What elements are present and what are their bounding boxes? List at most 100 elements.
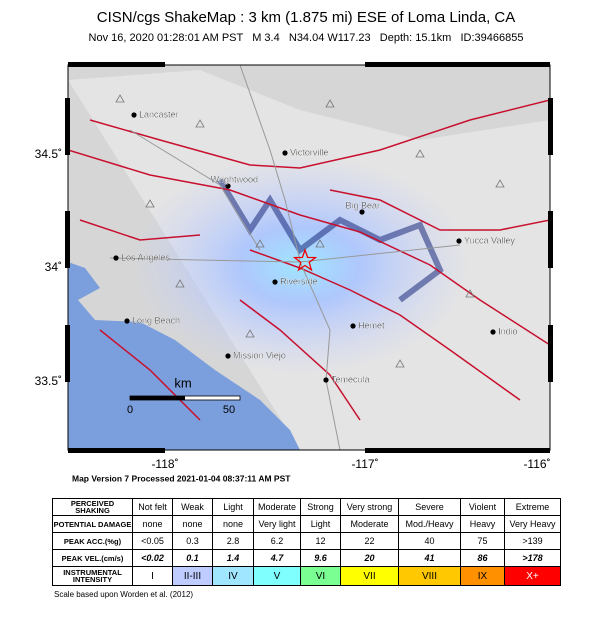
legend-cell: 75 <box>460 532 505 550</box>
city-label: Hemet <box>358 320 385 330</box>
legend-cell: >139 <box>504 532 561 550</box>
legend-cell: IX <box>460 566 505 586</box>
legend-cell: none <box>212 515 254 533</box>
legend-cell: Light <box>300 515 341 533</box>
city-dot <box>131 112 137 118</box>
legend-cell: 6.2 <box>253 532 301 550</box>
legend-cell: 22 <box>340 532 399 550</box>
lon-tick-bar <box>68 448 165 453</box>
map: Lancaster Victorville Wrightwood Big Bear Yu… <box>68 65 550 450</box>
legend-cell: 2.8 <box>212 532 254 550</box>
lon-label: -116˚ <box>523 457 550 471</box>
city-label: Wrightwood <box>211 174 258 184</box>
lon-tick-bar <box>365 62 550 67</box>
city-label: Big Bear <box>345 200 380 210</box>
legend-cell: Very light <box>253 515 301 533</box>
legend-cell: Weak <box>172 498 213 516</box>
intensity-legend: PERCEIVED SHAKING Not felt Weak Light Modera… <box>52 498 561 586</box>
legend-cell: X+ <box>504 566 561 586</box>
legend-cell: none <box>172 515 213 533</box>
city-dot <box>350 323 356 329</box>
legend-cell: Moderate <box>340 515 399 533</box>
row-header: POTENTIAL DAMAGE <box>52 515 133 533</box>
scale-tick: 50 <box>223 404 235 416</box>
city-label: Los Angeles <box>121 252 171 262</box>
legend-cell: V <box>253 566 301 586</box>
city-dot <box>359 209 365 215</box>
scale-unit: km <box>174 375 191 390</box>
city-dot <box>272 279 278 285</box>
city-label: Temecula <box>331 374 370 384</box>
row-header: INSTRUMENTAL INTENSITY <box>52 566 133 586</box>
city-dot <box>124 318 130 324</box>
legend-cell: <0.05 <box>132 532 173 550</box>
row-header: PERCEIVED SHAKING <box>52 498 133 516</box>
city-dot <box>225 353 231 359</box>
legend-row: PEAK VEL.(cm/s) <0.02 0.1 1.4 4.7 9.6 20 41 86 >1… <box>52 549 561 567</box>
legend-cell: 4.7 <box>253 549 301 567</box>
legend-cell: VII <box>340 566 399 586</box>
city-dot <box>456 238 462 244</box>
city-label: Lancaster <box>139 109 179 119</box>
relief-shadow <box>217 178 444 303</box>
legend-cell: Light <box>212 498 254 516</box>
lat-tick-bar <box>65 98 70 155</box>
cities: Lancaster Victorville Wrightwood Big Bear Yu… <box>113 109 518 385</box>
legend-cell: <0.02 <box>132 549 173 567</box>
city-dot <box>113 255 119 261</box>
legend-cell: I <box>132 566 173 586</box>
axes: 34.5˚ 34˚ 33.5˚ -118˚ -117˚ -116˚ <box>35 62 553 471</box>
roads <box>109 65 461 450</box>
legend-cell: Very strong <box>340 498 399 516</box>
scale-tick: 0 <box>127 404 133 416</box>
ocean <box>68 262 300 450</box>
lat-tick-bar <box>548 211 553 268</box>
footnote: Scale based upon Worden et al. (2012) <box>54 590 194 599</box>
scale-bar-segment <box>130 396 185 400</box>
legend-cell: VIII <box>398 566 461 586</box>
lat-tick-bar <box>65 325 70 382</box>
legend-cell: VI <box>300 566 341 586</box>
faults <box>68 99 550 421</box>
city-dot <box>225 183 231 189</box>
legend-cell: 86 <box>460 549 505 567</box>
legend-cell: Extreme <box>504 498 561 516</box>
lat-label: 34˚ <box>45 260 62 274</box>
legend-cell: Very Heavy <box>504 515 561 533</box>
title: CISN/cgs ShakeMap : 3 km (1.875 mi) ESE … <box>97 9 516 26</box>
lon-tick-bar <box>365 448 550 453</box>
legend-cell: 20 <box>340 549 399 567</box>
legend-cell: Moderate <box>253 498 301 516</box>
city-label: Yucca Valley <box>464 235 515 245</box>
legend-cell: II-III <box>172 566 213 586</box>
map-figure: CISN/cgs ShakeMap : 3 km (1.875 mi) ESE … <box>35 9 553 483</box>
epicenter <box>292 248 318 272</box>
subtitle: Nov 16, 2020 01:28:01 AM PST M 3.4 N34.0… <box>89 32 524 44</box>
legend-cell: Strong <box>300 498 341 516</box>
lat-label: 33.5˚ <box>35 374 62 388</box>
legend-cell: Heavy <box>460 515 505 533</box>
row-header: PEAK ACC.(%g) <box>52 532 133 550</box>
legend-row: PEAK ACC.(%g) <0.05 0.3 2.8 6.2 12 22 40 75 >139 <box>52 532 561 550</box>
legend-cell: 1.4 <box>212 549 254 567</box>
stations <box>115 94 505 368</box>
legend-cell: Mod./Heavy <box>398 515 461 533</box>
legend-row: POTENTIAL DAMAGE none none none Very light Li… <box>52 515 561 533</box>
legend-cell: 41 <box>398 549 461 567</box>
lat-tick-bar <box>65 211 70 268</box>
lon-label: -118˚ <box>151 457 178 471</box>
legend-row: PERCEIVED SHAKING Not felt Weak Light Modera… <box>52 498 561 516</box>
city-label: Riverside <box>280 276 318 286</box>
city-label: Mission Viejo <box>233 350 286 360</box>
city-dot <box>323 377 329 383</box>
map-version: Map Version 7 Processed 2021-01-04 08:37… <box>72 473 291 483</box>
legend-cell: Violent <box>460 498 505 516</box>
city-label: Indio <box>498 326 518 336</box>
city-label: Victorville <box>290 147 328 157</box>
legend-row: INSTRUMENTAL INTENSITY I II-III IV V VI VII VII… <box>52 566 561 586</box>
legend-cell: >178 <box>504 549 561 567</box>
legend-cell: 0.3 <box>172 532 213 550</box>
legend-cell: 12 <box>300 532 341 550</box>
city-label: Long Beach <box>132 315 180 325</box>
